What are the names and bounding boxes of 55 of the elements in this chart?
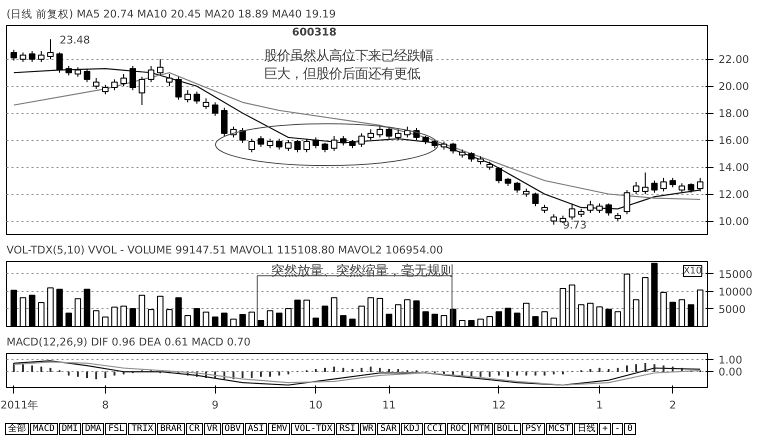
y-tick-label: 0.00 [718,366,742,379]
text: 全部 [5,423,29,435]
text: DMI [58,423,81,435]
x-tick-label: 11 [382,398,396,412]
text: EMV [268,423,290,435]
text: 0 [624,423,636,435]
y-tick-label: 5000 [718,302,746,316]
annotation: 9.73 [562,218,587,232]
text: + [599,423,611,435]
text: KDJ [400,423,423,435]
x-tick-label: 2011年 [0,398,39,412]
text: MCST [546,423,574,435]
text: VOL-TDX [291,423,336,435]
text: CCI [424,423,446,435]
y-tick-label: 1.00 [718,354,742,367]
y-tick-label: 18.00 [718,107,750,120]
text: TRIX [128,423,156,435]
chart-subtitle: 600318 [292,26,337,39]
y-tick-label: 20.00 [718,80,750,94]
chart-title: MACD(12,26,9) DIF 0.96 DEA 0.61 MACD 0.70 [6,336,251,348]
y-tick-label: 22.00 [718,53,750,66]
text: VR [204,423,221,435]
chart-title: VOL-TDX(5,10) VVOL - VOLUME 99147.51 MAVOL1 115108.80 MAVOL2 106954.00 [6,244,444,256]
text: OBV [222,423,244,435]
x-tick-label: 2 [669,398,676,412]
x-tick-label: 1 [596,398,603,412]
x-tick-label: 12 [492,398,506,412]
text: ASI [244,423,268,435]
text: PSY [522,423,545,435]
y-tick-label: 10000 [718,285,753,298]
y-tick-label: 15000 [718,268,753,281]
text: MTM [470,423,493,435]
text: SAR [377,423,400,435]
y-tick-label: 12.00 [718,188,750,202]
y-tick-label: 14.00 [718,161,750,174]
text: BRAR [157,423,185,435]
text: MACD [30,423,58,435]
text: RSI [336,423,359,435]
text: - [612,423,624,435]
y-tick-label: 16.00 [718,134,750,148]
annotation: 股价虽然从高位下来已经跌幅巨大，但股价后面还有更低 [264,48,434,82]
text: WR [360,423,376,435]
annotation: 突然放量、突然缩量，毫无规则 [271,263,454,280]
text: 日线 [574,423,598,435]
y-tick-label: 10.00 [718,215,750,228]
chart-title: (日线 前复权) MA5 20.74 MA10 20.45 MA20 18.89 MA40 19.19 [6,8,336,20]
annotation: 23.48 [60,33,90,46]
text: CR [186,423,203,435]
x-tick-label: 10 [309,398,323,412]
text: ROC [447,423,470,435]
text: DMA [82,423,104,435]
text: FSL [105,423,128,435]
x-tick-label: 9 [212,398,219,412]
text: BOLL [494,423,522,435]
x-tick-label: 8 [102,398,109,412]
